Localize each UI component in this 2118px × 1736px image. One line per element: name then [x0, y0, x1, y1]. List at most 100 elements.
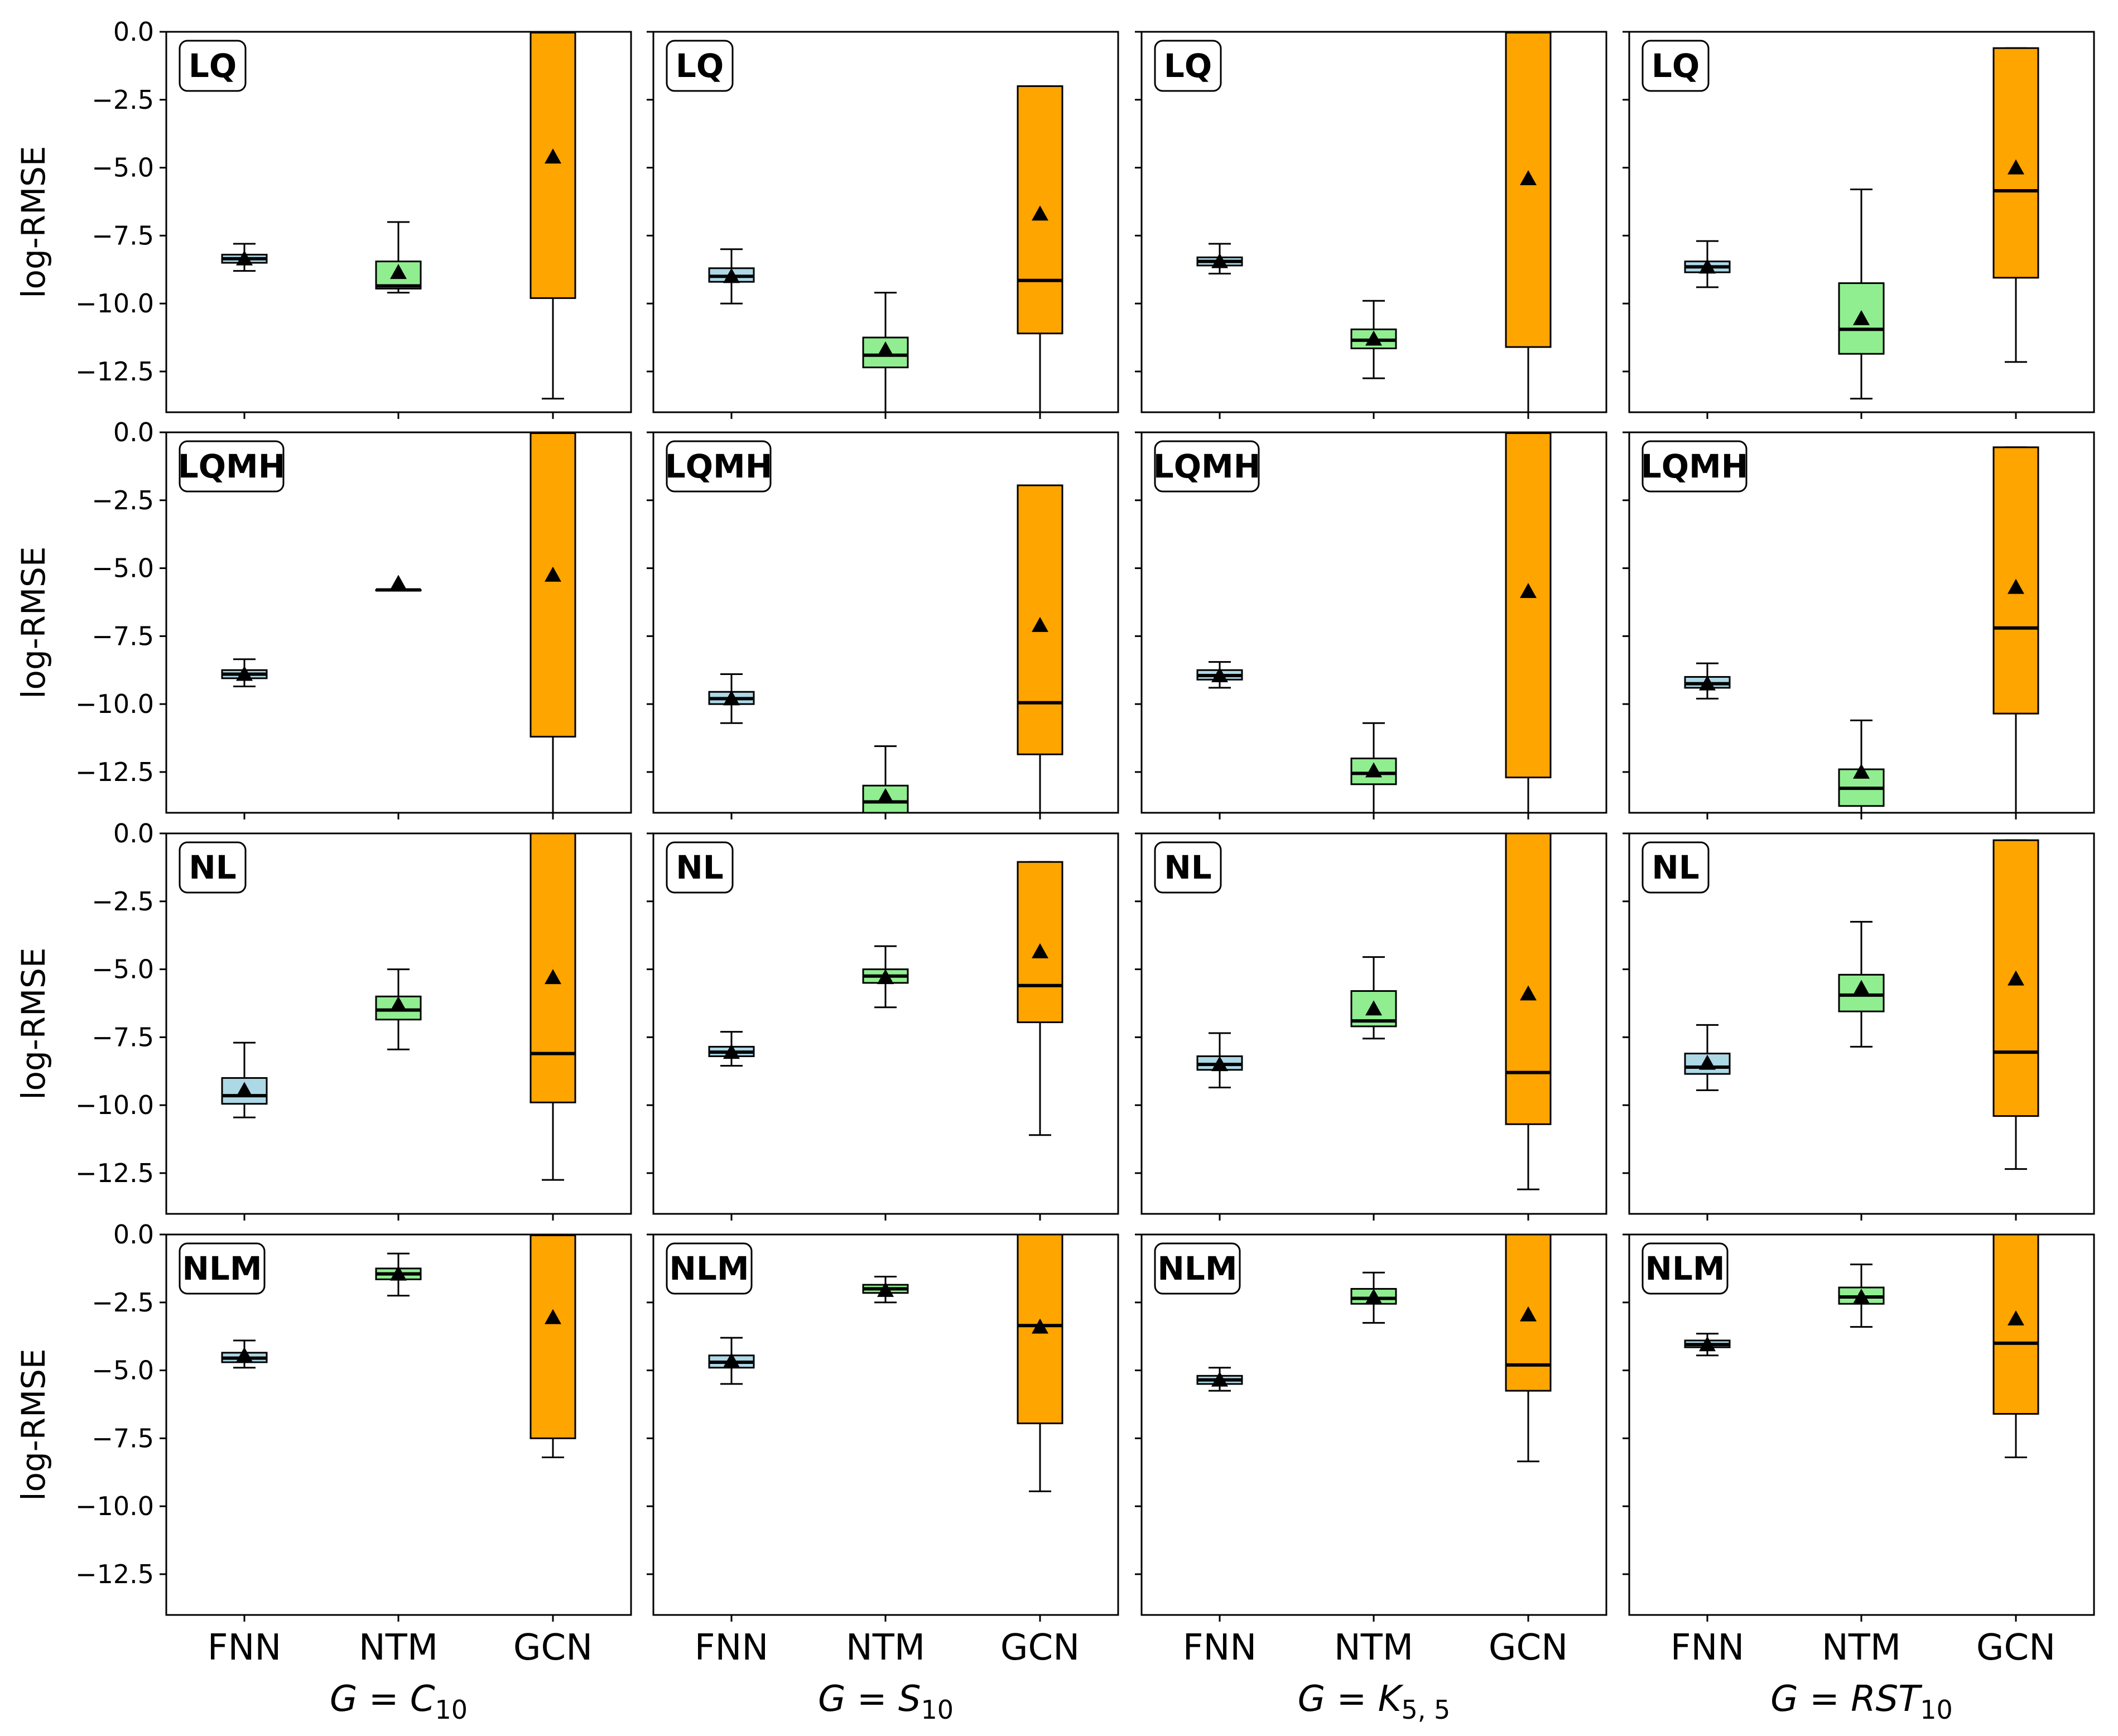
row-tag-label: NLM [182, 1250, 262, 1287]
box-fnn [708, 248, 755, 305]
y-tick-label: −5.0 [92, 1356, 154, 1386]
x-tick-label-fnn: FNN [1671, 1627, 1745, 1669]
mean-marker [1365, 1289, 1382, 1304]
mean-marker [1032, 616, 1048, 632]
mean-marker [1211, 1056, 1228, 1072]
mean-marker [1365, 330, 1382, 346]
row-tag-label: LQ [676, 47, 724, 85]
y-tick-label: −2.5 [92, 1287, 154, 1318]
mean-marker [2008, 970, 2024, 986]
box-fnn [1196, 243, 1243, 275]
panel-lqmh-col1: 0.0 −2.5 −5.0 −7.5 −10.0 −12.5 LQMH [75, 417, 632, 819]
mean-marker [545, 566, 561, 582]
box-fnn [1684, 240, 1731, 288]
row-tag-box [179, 440, 285, 493]
panel-plot-area [1196, 432, 1552, 813]
row-tag-box [179, 40, 247, 92]
panel-plot-area [1196, 833, 1552, 1190]
row-tag-label: LQ [189, 47, 237, 85]
box-ntm [1350, 300, 1397, 379]
mean-marker [390, 264, 407, 279]
panel-nlm-col2: FNN NTM GCN NLM [647, 1233, 1119, 1669]
panel-plot-area [221, 833, 576, 1181]
y-tick-label: −12.5 [75, 757, 154, 787]
mean-marker [236, 666, 253, 681]
box-gcn [1505, 833, 1552, 1190]
y-tick-label: −5.0 [92, 153, 154, 183]
box-fnn [1196, 1367, 1243, 1392]
mean-marker [1520, 582, 1537, 598]
box-gcn [1992, 47, 2039, 363]
row-tag-box [666, 1242, 753, 1295]
y-tick-label: 0.0 [113, 1219, 154, 1250]
box-body [1505, 32, 1552, 348]
box-ntm [375, 575, 422, 592]
box-ntm [862, 745, 909, 813]
row-tag-box [666, 440, 772, 493]
row-tag-label: LQ [1164, 47, 1212, 85]
mean-marker [877, 1281, 894, 1297]
box-ntm [375, 968, 422, 1050]
box-body [1017, 861, 1063, 1024]
mean-marker [1032, 1318, 1048, 1334]
box-ntm [375, 221, 422, 294]
row-tag-box [1642, 40, 1710, 92]
x-tick-label-ntm: NTM [846, 1627, 925, 1669]
y-tick-label: −5.0 [92, 553, 154, 584]
box-body [530, 432, 576, 738]
mean-marker [1211, 1371, 1228, 1387]
box-fnn [221, 1041, 268, 1118]
box-ntm [1838, 189, 1885, 400]
row-tag-box [1154, 1242, 1241, 1295]
box-body [1505, 833, 1552, 1125]
box-ntm [1350, 1271, 1397, 1324]
mean-marker [877, 788, 894, 803]
x-tick-label-ntm: NTM [1822, 1627, 1901, 1669]
box-body [1505, 432, 1552, 779]
row-tag-box [1642, 440, 1748, 493]
graph-label-col2: G = S10 [818, 1679, 954, 1725]
panel-lqmh-col4: LQMH [1623, 431, 2095, 819]
mean-marker [390, 1265, 407, 1281]
panel-plot-area [708, 861, 1063, 1136]
y-tick-label: −2.5 [92, 85, 154, 115]
box-fnn [708, 1031, 755, 1067]
box-body [530, 32, 576, 299]
mean-marker [1520, 1306, 1537, 1322]
mean-marker [1853, 763, 1870, 779]
y-axis-label: log-RMSE [15, 947, 52, 1100]
y-tick-label: −7.5 [92, 1022, 154, 1052]
box-ntm [1838, 719, 1885, 813]
box-fnn [1196, 661, 1243, 689]
box-fnn [221, 658, 268, 687]
box-gcn [1992, 446, 2039, 813]
panel-lq-col1: 0.0 −2.5 −5.0 −7.5 −10.0 −12.5 LQ [75, 17, 632, 419]
box-fnn [708, 1337, 755, 1385]
panel-nlm-col1: 0.0 −2.5 −5.0 −7.5 −10.0 −12.5 FNN NTM GCN NLM [75, 1219, 632, 1669]
x-tick-label-gcn: GCN [1000, 1627, 1080, 1669]
panel-plot-area [1684, 839, 2039, 1170]
mean-marker [1365, 762, 1382, 778]
graph-label-col4: G = RST10 [1770, 1679, 1953, 1725]
box-gcn [1992, 1235, 2039, 1458]
panel-plot-area [221, 1235, 576, 1458]
mean-marker [1211, 253, 1228, 268]
x-tick-label-gcn: GCN [1976, 1627, 2056, 1669]
box-ntm [1838, 1264, 1885, 1328]
box-body [530, 1235, 576, 1439]
panel-lqmh-col3: LQMH [1135, 431, 1607, 819]
panel-plot-area [1196, 1235, 1552, 1463]
mean-marker [877, 341, 894, 356]
mean-marker [2008, 1310, 2024, 1326]
y-tick-label: −10.0 [75, 1491, 154, 1521]
x-tick-label-ntm: NTM [359, 1627, 438, 1669]
y-tick-label: −7.5 [92, 220, 154, 250]
box-ntm [375, 1252, 422, 1297]
panel-nlm-col4: FNN NTM GCN NLM [1623, 1233, 2095, 1669]
mean-marker [390, 996, 407, 1011]
box-fnn [1196, 1032, 1243, 1088]
row-tag-box [179, 841, 247, 894]
box-gcn [530, 32, 576, 400]
panel-lq-col2: LQ [647, 31, 1119, 419]
panel-plot-area [1684, 47, 2039, 400]
